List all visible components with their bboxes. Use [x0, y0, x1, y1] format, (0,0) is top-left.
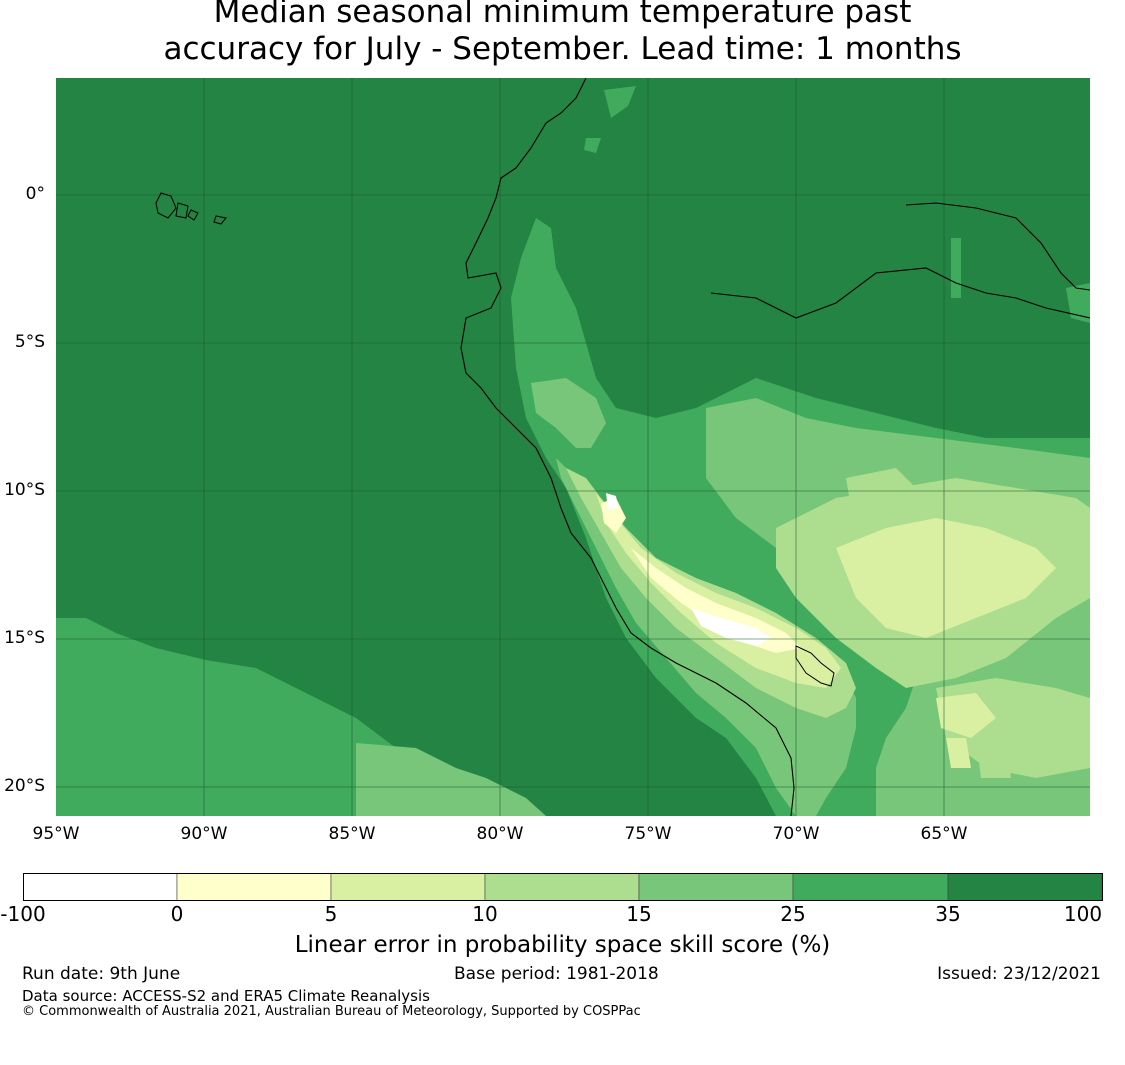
colorbar-frame [23, 873, 1103, 901]
zone-negative [606, 493, 771, 646]
gridlines [56, 78, 1090, 816]
colorbar-tick-2: 5 [324, 902, 338, 926]
title-line-1: Median seasonal minimum temperature past [213, 0, 912, 30]
zone-0-5 [601, 498, 801, 653]
coastlines [460, 78, 1090, 816]
lat-label-15s: 15°S [4, 628, 45, 648]
lat-label-5s: 5°S [14, 332, 45, 352]
colorbar-segment-6 [792, 873, 949, 901]
lon-label-80w: 80°W [476, 824, 524, 844]
lon-label-90w: 90°W [180, 824, 228, 844]
colorbar [23, 873, 1103, 901]
colorbar-tick-4: 15 [626, 902, 652, 926]
colorbar-tick-3: 10 [472, 902, 498, 926]
colorbar-segment-2 [176, 873, 332, 901]
title-line-2: accuracy for July - September. Lead time… [163, 31, 962, 67]
run-date: Run date: 9th June [22, 964, 181, 984]
colorbar-segment-1 [23, 873, 178, 901]
colorbar-segment-7 [947, 873, 1103, 901]
lon-label-70w: 70°W [772, 824, 820, 844]
colorbar-segment-4 [484, 873, 640, 901]
lat-label-0: 0° [25, 184, 45, 204]
colorbar-segment-5 [638, 873, 794, 901]
skill-score-map [56, 78, 1090, 816]
colorbar-segment-3 [330, 873, 486, 901]
lon-label-65w: 65°W [920, 824, 968, 844]
colorbar-label: Linear error in probability space skill … [294, 932, 831, 958]
colorbar-tick-6: 35 [935, 902, 961, 926]
chart-title: Median seasonal minimum temperature past… [0, 0, 1125, 68]
issued-date: Issued: 23/12/2021 [937, 964, 1101, 984]
copyright: © Commonwealth of Australia 2021, Austra… [22, 1004, 641, 1019]
lon-label-85w: 85°W [328, 824, 376, 844]
colorbar-tick-7: 100 [1063, 902, 1103, 926]
lat-label-10s: 10°S [4, 480, 45, 500]
lon-label-75w: 75°W [624, 824, 672, 844]
lat-label-20s: 20°S [4, 776, 45, 796]
base-period: Base period: 1981-2018 [454, 964, 659, 984]
galapagos-islands [155, 192, 227, 225]
colorbar-tick-1: 0 [170, 902, 184, 926]
colorbar-tick-5: 25 [780, 902, 806, 926]
lon-label-95w: 95°W [32, 824, 80, 844]
lake-titicaca [795, 645, 835, 687]
colorbar-tick-0: -100 [0, 902, 46, 926]
data-source: Data source: ACCESS-S2 and ERA5 Climate … [22, 987, 430, 1005]
